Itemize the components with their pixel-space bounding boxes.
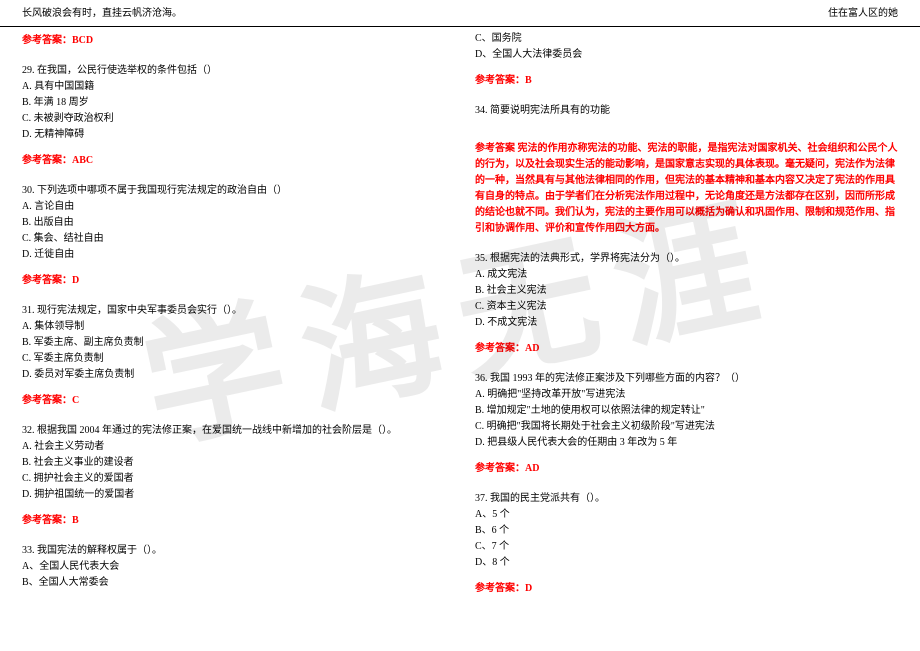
answer-line: 参考答案：C: [22, 393, 445, 409]
question-block: 34. 简要说明宪法所具有的功能参考答案 宪法的作用亦称宪法的功能、宪法的职能，…: [475, 103, 898, 237]
question-line: C、7 个: [475, 539, 898, 555]
question-line: A. 明确把"坚持改革开放"写进宪法: [475, 387, 898, 403]
question-block: 36. 我国 1993 年的宪法修正案涉及下列哪些方面的内容？（）A. 明确把"…: [475, 371, 898, 477]
question-block: 37. 我国的民主党派共有（）。A、5 个B、6 个C、7 个D、8 个参考答案…: [475, 491, 898, 597]
answer-line: 参考答案：B: [475, 73, 898, 89]
question-line: B、全国人大常委会: [22, 575, 445, 591]
question-line: B. 年满 18 周岁: [22, 95, 445, 111]
question-line: C. 未被剥夺政治权利: [22, 111, 445, 127]
question-line: D、8 个: [475, 555, 898, 571]
question-line: D. 把县级人民代表大会的任期由 3 年改为 5 年: [475, 435, 898, 451]
answer-line: 参考答案：AD: [475, 461, 898, 477]
question-block: C、国务院D、全国人大法律委员会参考答案：B: [475, 31, 898, 89]
question-line: A. 成文宪法: [475, 267, 898, 283]
header-left: 长风破浪会有时，直挂云帆济沧海。: [22, 6, 182, 22]
question-line: D. 拥护祖国统一的爱国者: [22, 487, 445, 503]
right-column: C、国务院D、全国人大法律委员会参考答案：B34. 简要说明宪法所具有的功能参考…: [475, 31, 898, 611]
question-line: 35. 根据宪法的法典形式，学界将宪法分为（）。: [475, 251, 898, 267]
header-right: 住在富人区的她: [828, 6, 898, 22]
answer-line: 参考答案：AD: [475, 341, 898, 357]
question-line: C. 明确把"我国将长期处于社会主义初级阶段"写进宪法: [475, 419, 898, 435]
question-line: A. 具有中国国籍: [22, 79, 445, 95]
question-line: D. 不成文宪法: [475, 315, 898, 331]
question-line: 34. 简要说明宪法所具有的功能: [475, 103, 898, 119]
question-line: C. 集会、结社自由: [22, 231, 445, 247]
question-line: 29. 在我国，公民行使选举权的条件包括（）: [22, 63, 445, 79]
question-line: A、5 个: [475, 507, 898, 523]
answer-line: 参考答案：D: [22, 273, 445, 289]
question-line: A. 言论自由: [22, 199, 445, 215]
question-line: B. 社会主义宪法: [475, 283, 898, 299]
question-line: C. 资本主义宪法: [475, 299, 898, 315]
question-line: A、全国人民代表大会: [22, 559, 445, 575]
question-line: 31. 现行宪法规定，国家中央军事委员会实行（）。: [22, 303, 445, 319]
question-line: D. 委员对军委主席负责制: [22, 367, 445, 383]
question-line: 30. 下列选项中哪项不属于我国现行宪法规定的政治自由（）: [22, 183, 445, 199]
question-block: 31. 现行宪法规定，国家中央军事委员会实行（）。A. 集体领导制B. 军委主席…: [22, 303, 445, 409]
question-line: D. 无精神障碍: [22, 127, 445, 143]
answer-line: 参考答案：ABC: [22, 153, 445, 169]
question-line: C. 军委主席负责制: [22, 351, 445, 367]
answer-line: 参考答案：D: [475, 581, 898, 597]
question-line: C. 拥护社会主义的爱国者: [22, 471, 445, 487]
question-line: A. 社会主义劳动者: [22, 439, 445, 455]
question-line: 32. 根据我国 2004 年通过的宪法修正案，在爱国统一战线中新增加的社会阶层…: [22, 423, 445, 439]
question-block: 29. 在我国，公民行使选举权的条件包括（）A. 具有中国国籍B. 年满 18 …: [22, 63, 445, 169]
question-line: B. 增加规定"土地的使用权可以依照法律的规定转让": [475, 403, 898, 419]
answer-paragraph: 参考答案 宪法的作用亦称宪法的功能、宪法的职能，是指宪法对国家机关、社会组织和公…: [475, 141, 898, 237]
question-line: D、全国人大法律委员会: [475, 47, 898, 63]
question-block: 参考答案：BCD: [22, 33, 445, 49]
question-line: 36. 我国 1993 年的宪法修正案涉及下列哪些方面的内容？（）: [475, 371, 898, 387]
question-line: B. 军委主席、副主席负责制: [22, 335, 445, 351]
question-line: B、6 个: [475, 523, 898, 539]
question-line: C、国务院: [475, 31, 898, 47]
question-block: 35. 根据宪法的法典形式，学界将宪法分为（）。A. 成文宪法B. 社会主义宪法…: [475, 251, 898, 357]
question-line: B. 出版自由: [22, 215, 445, 231]
page-content: 参考答案：BCD29. 在我国，公民行使选举权的条件包括（）A. 具有中国国籍B…: [0, 27, 920, 611]
answer-line: 参考答案：B: [22, 513, 445, 529]
question-line: D. 迁徙自由: [22, 247, 445, 263]
page-header: 长风破浪会有时，直挂云帆济沧海。 住在富人区的她: [0, 0, 920, 27]
question-line: 33. 我国宪法的解释权属于（）。: [22, 543, 445, 559]
question-block: 30. 下列选项中哪项不属于我国现行宪法规定的政治自由（）A. 言论自由B. 出…: [22, 183, 445, 289]
question-line: A. 集体领导制: [22, 319, 445, 335]
question-line: 37. 我国的民主党派共有（）。: [475, 491, 898, 507]
question-block: 33. 我国宪法的解释权属于（）。A、全国人民代表大会B、全国人大常委会: [22, 543, 445, 591]
answer-line: 参考答案：BCD: [22, 33, 445, 49]
question-line: B. 社会主义事业的建设者: [22, 455, 445, 471]
left-column: 参考答案：BCD29. 在我国，公民行使选举权的条件包括（）A. 具有中国国籍B…: [22, 31, 445, 611]
question-block: 32. 根据我国 2004 年通过的宪法修正案，在爱国统一战线中新增加的社会阶层…: [22, 423, 445, 529]
